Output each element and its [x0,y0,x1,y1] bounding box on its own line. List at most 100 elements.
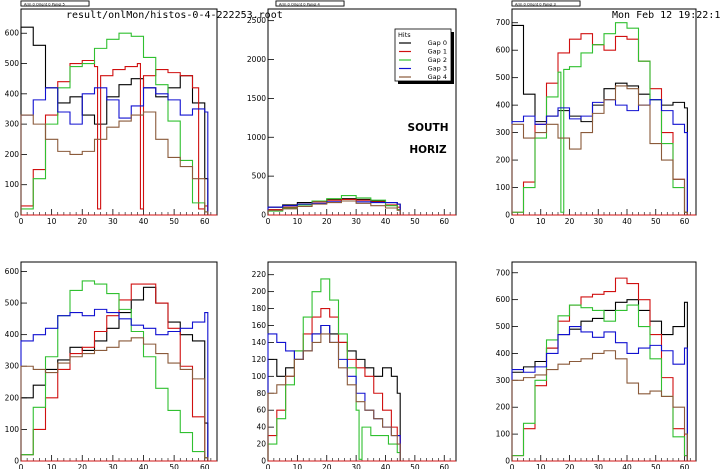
x-tick-label: 0 [266,217,271,226]
y-tick-label: 200 [5,150,20,159]
series-line-gap-3 [20,308,209,461]
x-tick-label: 40 [139,217,149,226]
panel-annotation: SOUTH [408,122,449,134]
x-tick-label: 60 [200,463,210,469]
y-tick-label: 100 [496,183,511,192]
x-tick-label: 60 [439,463,449,469]
y-tick-label: 120 [252,355,267,364]
y-tick-label: 600 [5,267,20,276]
series-line-gap-4 [20,111,209,215]
histogram-panel-2: Arm 0 Orient 0 Panel 2010203040506001002… [496,0,697,226]
series-line-gap-3 [20,87,209,215]
series-line-gap-2 [267,195,401,215]
y-tick-label: 220 [252,270,267,279]
y-tick-label: 500 [5,59,20,68]
x-tick-label: 40 [139,463,149,469]
x-tick-label: 10 [536,217,546,226]
x-tick-label: 10 [47,463,57,469]
x-tick-label: 60 [680,463,690,469]
y-tick-label: 100 [5,425,20,434]
y-tick-label: 0 [14,211,19,220]
series-line-gap-2 [20,280,209,461]
y-tick-label: 0 [14,457,19,466]
y-tick-label: 600 [496,46,511,55]
panel-title-box [275,0,345,7]
y-tick-label: 20 [256,440,266,449]
x-tick-label: 20 [565,463,575,469]
y-tick-label: 300 [496,128,511,137]
x-tick-label: 30 [351,463,361,469]
y-tick-label: 700 [496,18,511,27]
y-tick-label: 500 [496,322,511,331]
x-tick-label: 40 [622,463,632,469]
panel-title-box [20,0,90,7]
legend-entry: Gap 4 [428,73,447,81]
legend-title: Hits [398,31,411,39]
y-tick-label: 600 [5,29,20,38]
series-line-gap-4 [511,350,688,461]
y-tick-label: 140 [252,338,267,347]
y-tick-label: 400 [496,349,511,358]
series-line-gap-0 [511,24,688,215]
x-tick-label: 0 [266,463,271,469]
y-tick-label: 60 [256,406,266,415]
legend-entry: Gap 2 [428,56,447,64]
panel-title: Arm 0 Orient 0 Panel 4 [279,3,321,7]
x-tick-label: 20 [565,217,575,226]
y-tick-label: 200 [5,393,20,402]
x-tick-label: 30 [593,463,603,469]
file-path-label: result/onlMon/histos-0-4-222253.root [66,10,283,21]
x-tick-label: 50 [410,217,420,226]
panel-title-box [511,0,581,7]
x-tick-label: 30 [108,217,118,226]
x-tick-label: 30 [108,463,118,469]
x-tick-label: 0 [19,217,24,226]
histogram-panel-0: Arm 0 Orient 0 Panel 0010203040506001002… [5,0,218,226]
y-tick-label: 500 [252,172,267,181]
series-line-gap-4 [511,85,688,215]
x-tick-label: 40 [622,217,632,226]
histogram-panel-1: Arm 0 Orient 0 Panel 1010203040506005001… [247,0,457,226]
series-line-gap-1 [511,277,688,461]
y-tick-label: 1000 [247,133,266,142]
series-line-gap-2 [20,32,209,215]
x-tick-label: 0 [510,217,515,226]
y-tick-label: 160 [252,321,267,330]
y-tick-label: 40 [256,423,266,432]
y-tick-label: 400 [5,89,20,98]
y-tick-label: 0 [261,211,266,220]
x-tick-label: 60 [680,217,690,226]
legend-box [394,28,452,82]
x-tick-label: 50 [169,217,179,226]
panel-annotation: HORIZ [409,144,447,156]
y-tick-label: 500 [496,73,511,82]
y-tick-label: 100 [496,430,511,439]
x-tick-label: 20 [322,217,332,226]
panel-title: Arm 0 Orient 0 Panel 3 [515,3,556,7]
panel-title: Arm 0 Orient 0 Panel 5 [24,3,65,7]
x-tick-label: 0 [510,463,515,469]
y-tick-label: 500 [5,299,20,308]
y-tick-label: 80 [256,389,266,398]
x-tick-label: 30 [593,217,603,226]
y-tick-label: 0 [505,457,510,466]
series-line-gap-4 [267,200,401,215]
x-tick-label: 10 [536,463,546,469]
y-tick-label: 400 [5,330,20,339]
y-tick-label: 200 [496,156,511,165]
plot-frame [20,261,218,462]
histogram-panel-3: Arm 0 Orient 0 Panel 50 10 20 30 40 50 6001002… [5,0,218,469]
y-tick-label: 0 [261,457,266,466]
y-tick-label: 300 [5,362,20,371]
x-tick-label: 20 [322,463,332,469]
y-tick-label: 200 [252,287,267,296]
x-tick-label: 10 [293,463,303,469]
y-tick-label: 400 [496,101,511,110]
y-tick-label: 1500 [247,94,266,103]
x-tick-label: 40 [381,217,391,226]
y-tick-label: 2000 [247,55,266,64]
x-tick-label: 60 [200,217,210,226]
x-tick-label: 60 [439,217,449,226]
y-tick-label: 100 [252,372,267,381]
